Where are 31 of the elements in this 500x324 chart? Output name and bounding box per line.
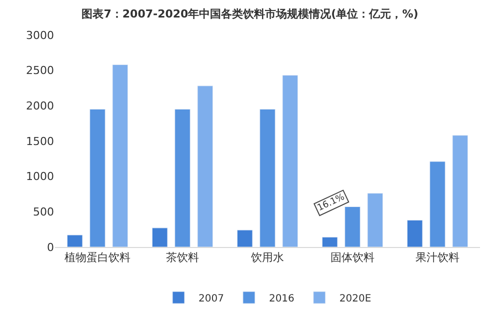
- y-tick-label: 1000: [26, 170, 54, 184]
- chart-title: 图表7：2007-2020年中国各类饮料市场规模情况(单位：亿元，%): [82, 7, 418, 20]
- bar: [452, 135, 468, 247]
- bar: [66, 234, 83, 247]
- y-tick-label: 1500: [26, 134, 54, 148]
- bar: [282, 75, 298, 247]
- legend-label: 2007: [198, 293, 224, 304]
- bar: [112, 64, 128, 247]
- bar: [174, 108, 190, 247]
- bar: [322, 236, 338, 247]
- y-tick-label: 500: [33, 206, 54, 219]
- x-tick-label: 固体饮料: [330, 251, 374, 264]
- x-tick-label: 果汁饮料: [416, 251, 460, 264]
- bar: [260, 108, 276, 247]
- bar: [152, 228, 168, 247]
- bar: [197, 86, 214, 247]
- x-tick-label: 植物蛋白饮料: [64, 251, 130, 264]
- y-tick-label: 3000: [26, 28, 54, 42]
- bar: [406, 220, 423, 247]
- legend-label: 2016: [268, 293, 294, 304]
- y-tick-label: 0: [47, 240, 54, 254]
- bar: [367, 193, 384, 247]
- y-tick-label: 2500: [26, 64, 54, 78]
- legend-label: 2020E: [339, 293, 372, 304]
- x-tick-label: 饮用水: [250, 251, 284, 264]
- bar: [90, 108, 106, 247]
- bar: [430, 161, 446, 247]
- x-tick-label: 茶饮料: [166, 251, 199, 264]
- bar: [236, 230, 253, 247]
- bar: [344, 206, 360, 247]
- y-tick-label: 2000: [26, 100, 54, 113]
